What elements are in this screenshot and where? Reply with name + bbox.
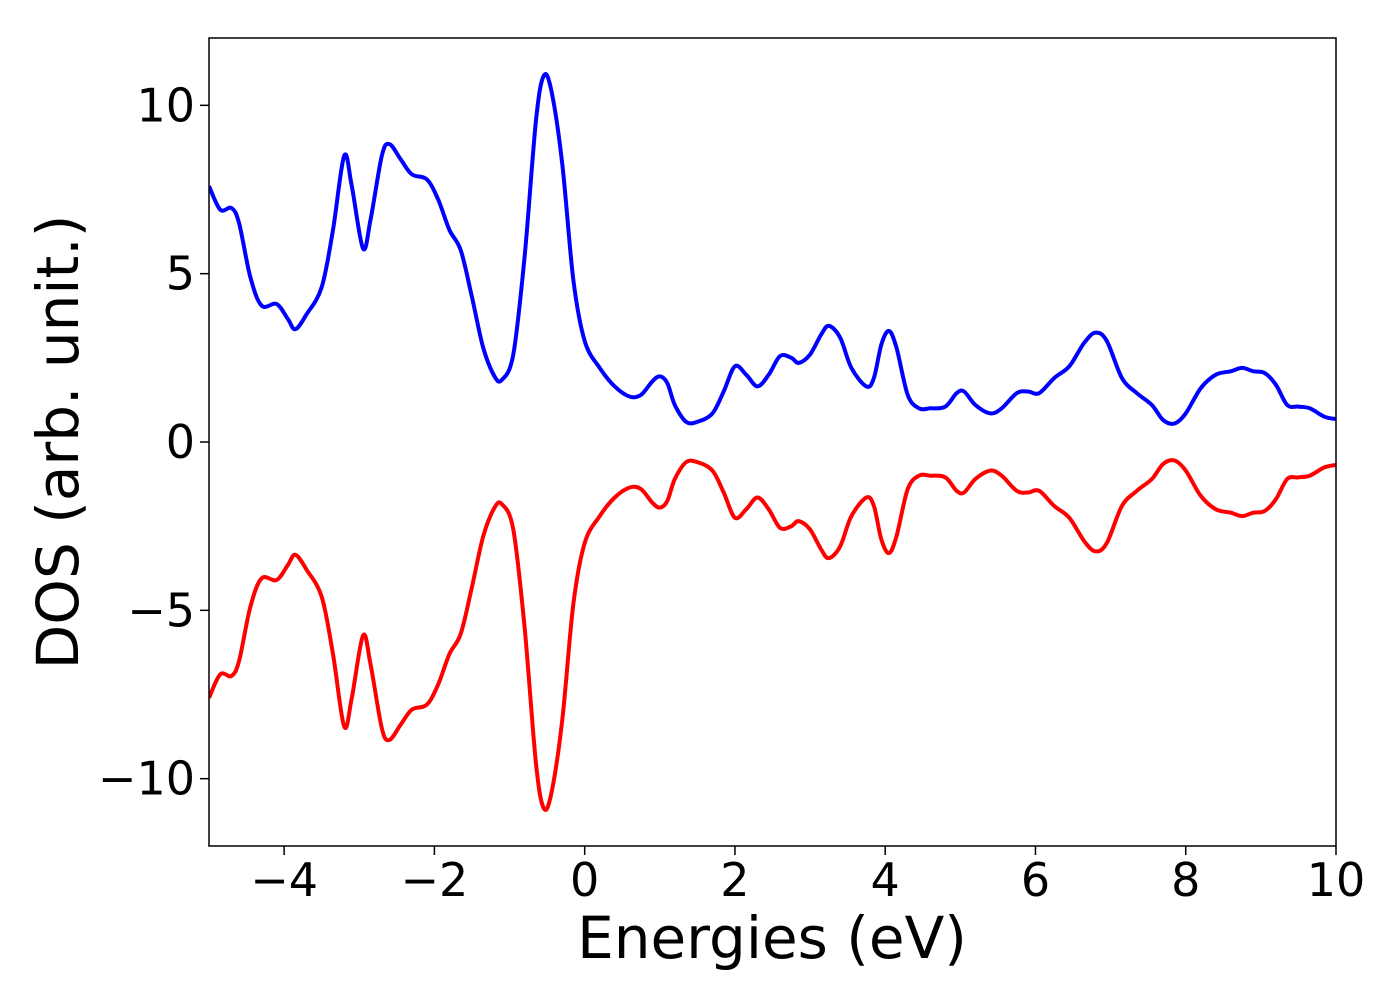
x-tick-label: 10 <box>1307 853 1366 907</box>
x-tick-label: 2 <box>720 853 749 907</box>
y-tick-label: −10 <box>98 752 195 806</box>
x-tick-label: −4 <box>250 853 318 907</box>
x-axis-title: Energies (eV) <box>577 904 967 972</box>
x-tick-label: 8 <box>1171 853 1200 907</box>
series-line-1 <box>209 72 1336 426</box>
x-axis: −4 −2 0 2 4 6 8 10 <box>250 846 1365 907</box>
y-axis-title: DOS (arb. unit.) <box>24 215 92 670</box>
x-tick-label: 0 <box>570 853 599 907</box>
y-axis: −10 −5 0 5 10 <box>98 78 209 806</box>
y-tick-label: 10 <box>136 78 195 132</box>
y-tick-label: 5 <box>166 247 195 301</box>
series-line-2 <box>209 458 1336 812</box>
x-tick-label: 4 <box>871 853 900 907</box>
x-tick-label: −2 <box>400 853 468 907</box>
y-tick-label: 0 <box>166 415 195 469</box>
y-tick-label: −5 <box>127 583 195 637</box>
series-group <box>209 72 1336 812</box>
x-tick-label: 6 <box>1021 853 1050 907</box>
